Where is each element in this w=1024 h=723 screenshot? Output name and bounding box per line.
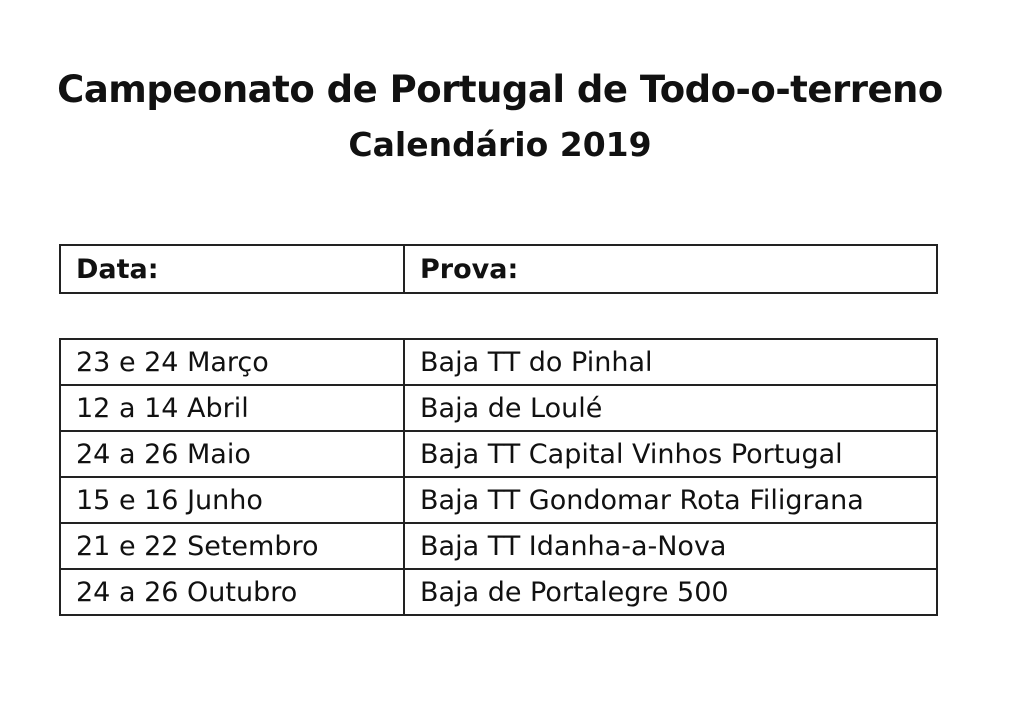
row: 12 a 14 Abril Baja de Loulé <box>59 384 938 432</box>
cell: Baja TT Gondomar Rota Filigrana <box>403 476 938 524</box>
row: 23 e 24 Março Baja TT do Pinhal <box>59 338 938 386</box>
cell: Baja TT do Pinhal <box>403 338 938 386</box>
cell: 12 a 14 Abril <box>59 384 405 432</box>
header-row: Data: Prova: <box>59 244 938 294</box>
cell: Baja de Portalegre 500 <box>403 568 938 616</box>
subtitle: Calendário 2019 <box>348 125 652 164</box>
cell: 21 e 22 Setembro <box>59 522 405 570</box>
title: Campeonato de Portugal de Todo-o-terreno <box>57 68 943 111</box>
cell: 23 e 24 Março <box>59 338 405 386</box>
row: 15 e 16 Junho Baja TT Gondomar Rota Filig… <box>59 476 938 524</box>
cell: 24 a 26 Outubro <box>59 568 405 616</box>
row: 21 e 22 Setembro Baja TT Idanha-a-Nova <box>59 522 938 570</box>
cell: Baja TT Capital Vinhos Portugal <box>403 430 938 478</box>
calendar-table: 23 e 24 Março Baja TT do Pinhal 12 a 14 Ab… <box>59 338 938 616</box>
cell: 15 e 16 Junho <box>59 476 405 524</box>
cell: Baja TT Idanha-a-Nova <box>403 522 938 570</box>
cell: Data: <box>59 244 405 294</box>
cell: Prova: <box>403 244 938 294</box>
header-table: Data: Prova: <box>59 244 938 294</box>
row: 24 a 26 Outubro Baja de Portalegre 500 <box>59 568 938 616</box>
cell: 24 a 26 Maio <box>59 430 405 478</box>
row: 24 a 26 Maio Baja TT Capital Vinhos Portu… <box>59 430 938 478</box>
cell: Baja de Loulé <box>403 384 938 432</box>
